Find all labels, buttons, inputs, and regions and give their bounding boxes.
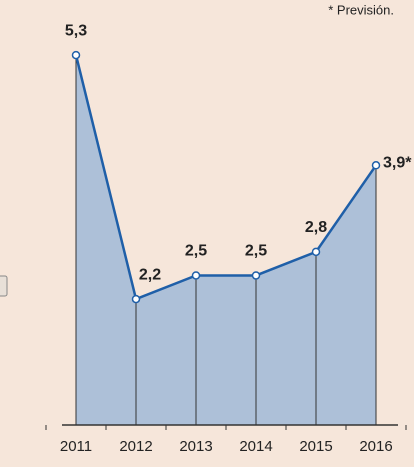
x-tick-label: 2012	[119, 438, 152, 455]
x-tick-label: 2015	[299, 438, 332, 455]
x-tick-label: 2013	[179, 438, 212, 455]
data-label: 5,3	[65, 22, 87, 39]
data-label: 3,9*	[383, 154, 412, 171]
point	[191, 271, 201, 280]
area	[76, 55, 376, 426]
decoration	[0, 275, 8, 297]
point	[131, 294, 141, 304]
point	[371, 161, 381, 170]
data-label: 2,5	[245, 243, 267, 260]
point	[71, 50, 81, 60]
point	[311, 247, 321, 257]
x-tick-label: 2014	[239, 438, 272, 455]
data-label: 2,2	[139, 266, 161, 283]
point	[251, 271, 261, 280]
annotation: * Previsión.	[328, 2, 394, 17]
x-tick-label: 2011	[60, 438, 92, 455]
line	[74, 54, 378, 301]
data-label: 2,8	[305, 219, 327, 236]
x-tick-label: 2016	[359, 438, 392, 455]
data-label: 2,5	[185, 243, 207, 260]
